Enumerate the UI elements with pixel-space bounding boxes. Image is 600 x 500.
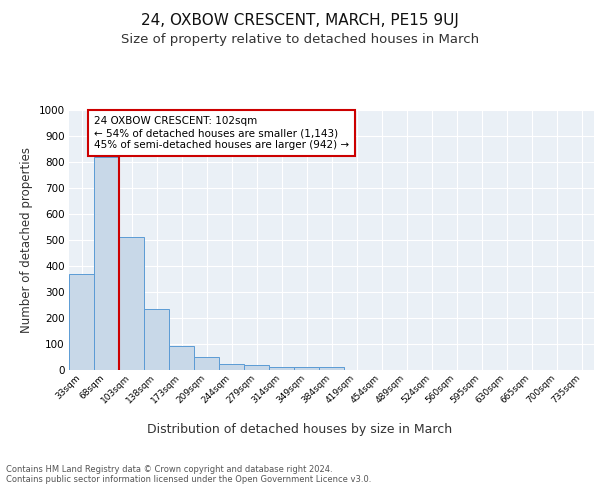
Bar bbox=[119, 238, 144, 370]
Text: 24 OXBOW CRESCENT: 102sqm
← 54% of detached houses are smaller (1,143)
45% of se: 24 OXBOW CRESCENT: 102sqm ← 54% of detac… bbox=[94, 116, 349, 150]
Y-axis label: Number of detached properties: Number of detached properties bbox=[20, 147, 33, 333]
Bar bbox=[269, 366, 294, 370]
Bar bbox=[144, 309, 169, 370]
Bar bbox=[169, 346, 194, 370]
Bar bbox=[319, 367, 344, 370]
Bar bbox=[244, 366, 269, 370]
Bar bbox=[194, 357, 219, 370]
Text: 24, OXBOW CRESCENT, MARCH, PE15 9UJ: 24, OXBOW CRESCENT, MARCH, PE15 9UJ bbox=[141, 12, 459, 28]
Text: Distribution of detached houses by size in March: Distribution of detached houses by size … bbox=[148, 422, 452, 436]
Text: Contains HM Land Registry data © Crown copyright and database right 2024.
Contai: Contains HM Land Registry data © Crown c… bbox=[6, 465, 371, 484]
Bar bbox=[294, 368, 319, 370]
Text: Size of property relative to detached houses in March: Size of property relative to detached ho… bbox=[121, 32, 479, 46]
Bar bbox=[69, 274, 94, 370]
Bar bbox=[219, 364, 244, 370]
Bar bbox=[94, 157, 119, 370]
